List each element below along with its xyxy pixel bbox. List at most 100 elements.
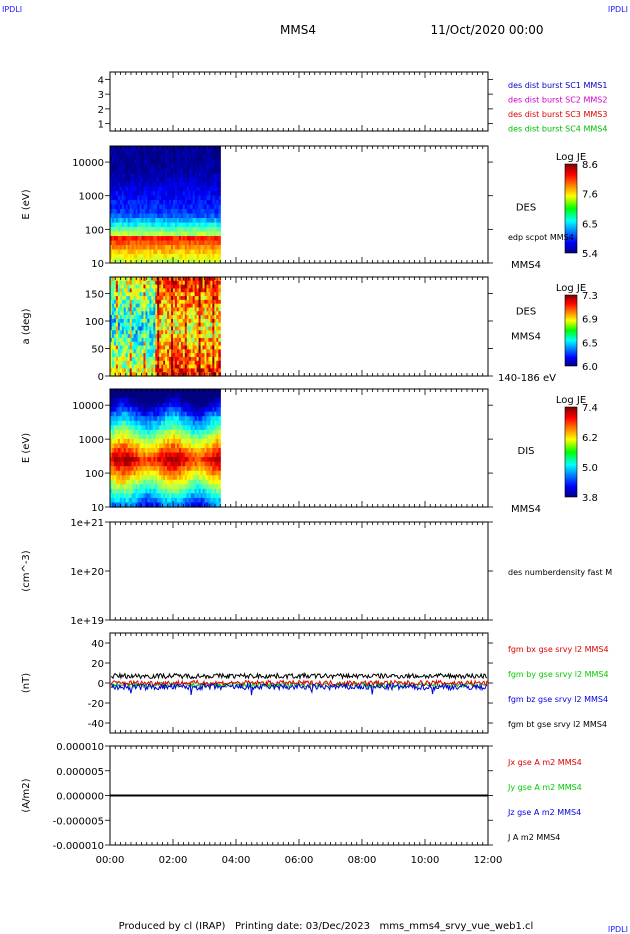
heatmap-cell [200,258,204,264]
heatmap-cell [204,434,208,440]
heatmap-cell [186,398,190,404]
heatmap-cell [145,288,149,293]
heatmap-cell [129,402,133,408]
heatmap-cell [111,475,115,481]
heatmap-cell [139,360,143,366]
heatmap-cell [188,353,192,358]
heatmap-cell [151,318,154,324]
heatmap-cell [173,204,176,210]
heatmap-cell [149,186,152,192]
heatmap-cell [155,493,158,499]
heatmap-cell [159,398,162,404]
heatmap-cell [188,249,192,255]
heatmap-cell [111,322,115,328]
heatmap-cell [188,288,192,293]
heatmap-cell [131,280,135,286]
heatmap-cell [149,411,152,417]
heatmap-cell [171,182,174,188]
heatmap-cell [141,448,145,454]
heatmap-cell [206,466,210,472]
heatmap-cell [167,231,170,237]
heatmap-cell [210,280,213,286]
heatmap-cell [169,254,172,260]
heatmap-cell [212,177,215,183]
heatmap-cell [157,280,160,286]
heatmap-cell [161,191,164,197]
heatmap-cell [113,213,117,219]
heatmap-cell [190,245,194,251]
heatmap-cell [127,231,131,237]
heatmap-cell [184,337,188,343]
heatmap-cell [121,502,125,508]
heatmap-cell [139,452,143,458]
heatmap-cell [141,416,145,422]
heatmap-cell [212,292,215,297]
heatmap-cell [171,488,174,494]
heatmap-cell [151,240,154,246]
heatmap-cell [210,488,213,494]
heatmap-cell [133,326,137,331]
heatmap-cell [159,360,162,366]
heatmap-cell [115,240,119,246]
heatmap-cell [117,258,121,264]
heatmap-cell [135,420,139,426]
heatmap-cell [167,254,170,260]
heatmap-cell [151,182,154,188]
heatmap-cell [174,191,178,197]
heatmap-cell [216,398,219,404]
heatmap-cell [202,303,206,309]
heatmap-cell [188,360,192,366]
heatmap-cell [204,236,208,242]
heatmap-cell [214,277,217,282]
heatmap-cell [145,345,149,350]
heatmap-cell [113,334,117,339]
heatmap-cell [200,200,204,206]
heatmap-cell [218,191,221,197]
heatmap-cell [214,353,217,358]
heatmap-cell [171,231,174,237]
heatmap-cell [167,280,170,286]
heatmap-cell [123,337,127,343]
heatmap-cell [163,345,166,350]
heatmap-cell [123,191,127,197]
heatmap-cell [117,240,121,246]
heatmap-cell [159,280,162,286]
heatmap-cell [125,393,129,399]
heatmap-cell [180,493,184,499]
heatmap-cell [161,407,164,413]
heatmap-cell [169,466,172,472]
heatmap-cell [194,227,198,233]
heatmap-cell [184,429,188,435]
heatmap-cell [117,416,121,422]
heatmap-cell [129,299,133,305]
heatmap-cell [123,326,127,331]
heatmap-cell [196,398,200,404]
heatmap-cell [194,150,198,156]
heatmap-cell [117,402,121,408]
heatmap-cell [192,168,196,174]
heatmap-cell [198,353,202,358]
heatmap-cell [180,502,184,508]
heatmap-cell [113,150,117,156]
heatmap-cell [143,457,147,463]
heatmap-cell [173,337,176,343]
heatmap-cell [119,337,123,343]
heatmap-cell [167,434,170,440]
heatmap-cell [117,164,121,170]
heatmap-cell [204,349,208,354]
heatmap-cell [153,407,156,413]
heatmap-cell [192,284,196,290]
heatmap-cell [125,322,129,328]
heatmap-cell [157,318,160,324]
heatmap-cell [129,360,133,366]
heatmap-cell [214,349,217,354]
heatmap-cell [135,497,139,504]
heatmap-cell [186,360,190,366]
heatmap-cell [127,258,131,264]
heatmap-cell [218,322,221,328]
heatmap-cell [131,288,135,293]
heatmap-cell [135,164,139,170]
heatmap-cell [163,245,166,251]
heatmap-cell [117,213,121,219]
